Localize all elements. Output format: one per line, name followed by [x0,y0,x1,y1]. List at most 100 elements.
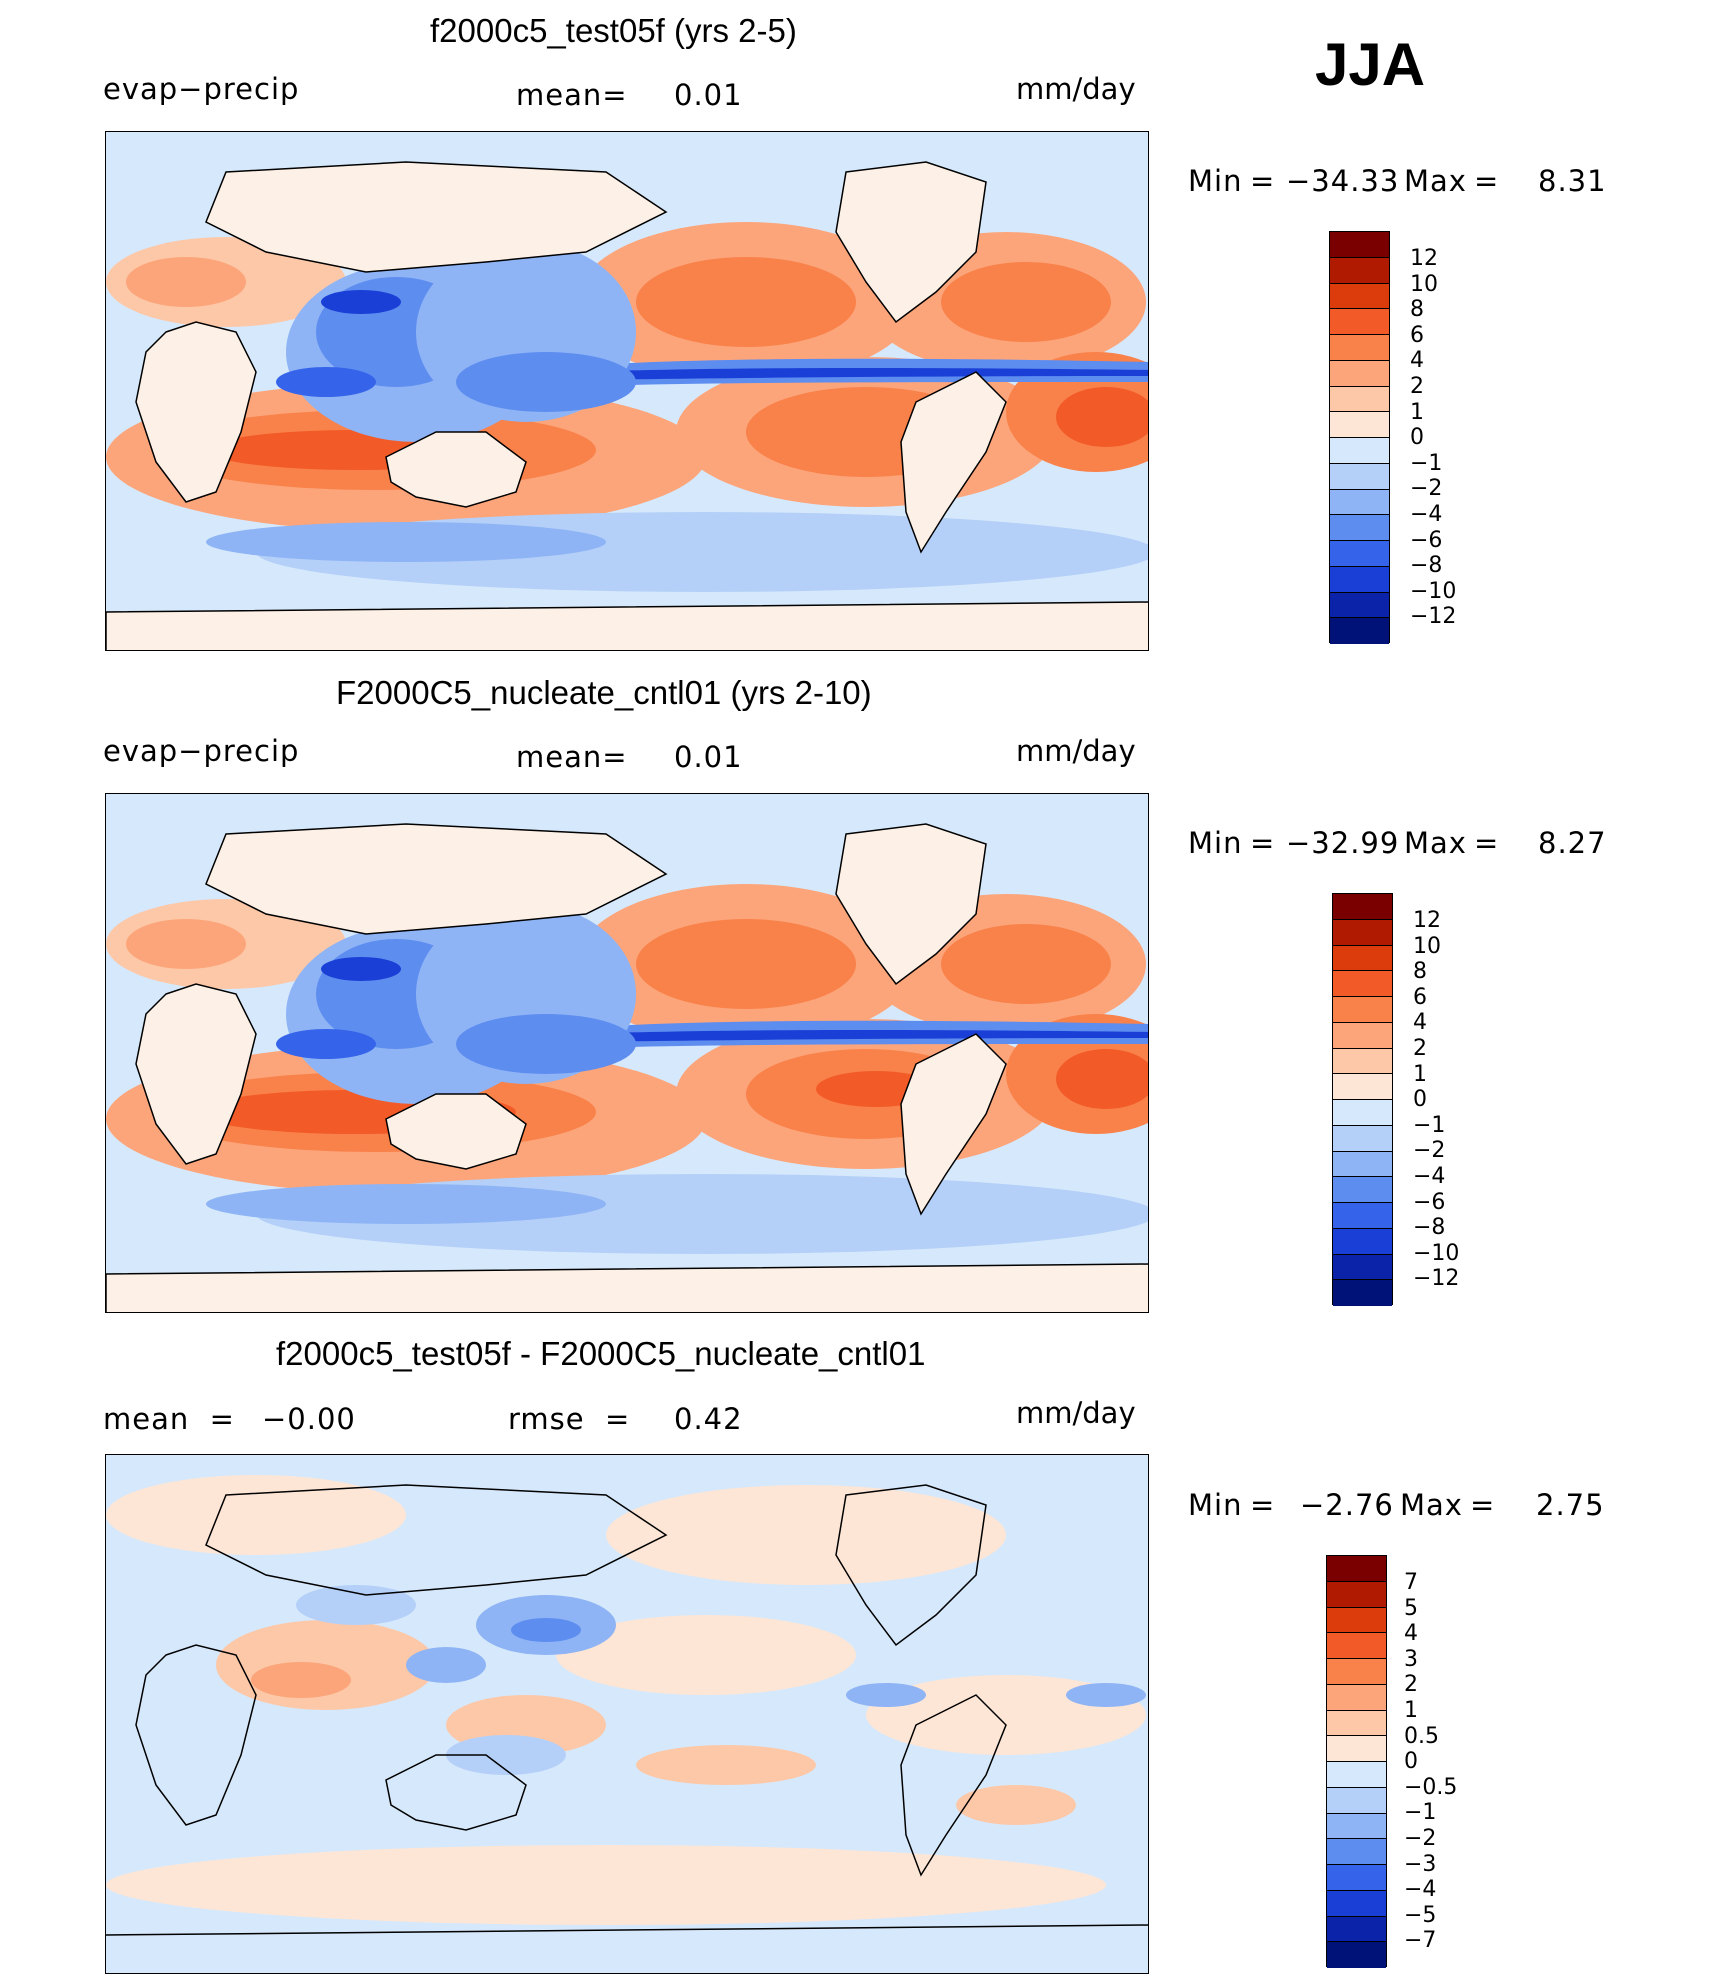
panel-3-colorbar-labels: 7 5 4 3 2 1 0.5 0 −0.5 −1 −2 −3 −4 −5 −7 [1404,1570,1457,1954]
colorbar-label: −4 [1413,1163,1446,1189]
panel-3-rmse-value: 0.42 [674,1402,743,1436]
panel-3-title: f2000c5_test05f - F2000C5_nucleate_cntl0… [276,1335,926,1372]
panel-1-mean-label: mean= [516,78,628,112]
colorbar-cell [1333,1280,1392,1306]
panel-2-max-value: 8.27 [1538,826,1607,860]
colorbar-cell [1327,1556,1386,1582]
panel-2-units: mm/day [1016,734,1136,768]
colorbar-cell [1333,1203,1392,1229]
colorbar-label: 0.5 [1404,1723,1439,1749]
panel-2-map [105,793,1149,1313]
panel-3-mean-label: mean = [103,1402,235,1436]
panel-1-min-label: Min [1188,164,1243,198]
colorbar-label: 6 [1413,984,1427,1010]
colorbar-cell [1327,1659,1386,1685]
colorbar-cell [1330,335,1389,361]
panel-1-units: mm/day [1016,72,1136,106]
colorbar-cell [1333,1074,1392,1100]
panel-1-variable-label: evap−precip [103,72,300,106]
panel-3-colorbar [1326,1555,1387,1968]
panel-2-colorbar [1332,893,1393,1306]
colorbar-cell [1327,1890,1386,1917]
colorbar-label: −12 [1413,1266,1460,1292]
colorbar-label: −4 [1410,501,1443,527]
panel-2-variable-label: evap−precip [103,734,300,768]
panel-2-mean-label: mean= [516,740,628,774]
colorbar-cell [1333,919,1392,946]
colorbar-cell [1330,489,1389,516]
colorbar-cell [1333,1151,1392,1178]
colorbar-cell [1330,541,1389,567]
colorbar-cell [1333,971,1392,997]
panel-2-max-eq: = [1474,826,1500,860]
colorbar-label: −2 [1413,1138,1446,1164]
colorbar-label: 0 [1410,425,1424,451]
colorbar-label: 5 [1404,1595,1418,1621]
colorbar-cell [1327,1762,1386,1788]
colorbar-label: −10 [1410,578,1457,604]
colorbar-label: 4 [1404,1621,1418,1647]
panel-1-colorbar [1329,231,1390,644]
colorbar-label: −6 [1413,1189,1446,1215]
panel-1-max-value: 8.31 [1538,164,1607,198]
colorbar-cell [1327,1710,1386,1737]
colorbar-label: 2 [1410,373,1424,399]
colorbar-cell [1333,997,1392,1023]
colorbar-label: −8 [1413,1215,1446,1241]
colorbar-cell [1327,1942,1386,1968]
panel-3-map [105,1454,1149,1974]
colorbar-label: −8 [1410,553,1443,579]
colorbar-label: 12 [1410,246,1438,271]
colorbar-label: 2 [1404,1672,1418,1698]
colorbar-label: 10 [1410,271,1438,297]
colorbar-label: −5 [1404,1902,1437,1928]
colorbar-cell [1333,1022,1392,1049]
colorbar-cell [1327,1607,1386,1634]
colorbar-cell [1330,257,1389,284]
colorbar-cell [1330,463,1389,490]
panel-2-max-label: Max [1404,826,1467,860]
panel-3-mean-value: −0.00 [262,1402,356,1436]
colorbar-cell [1327,1813,1386,1840]
panel-3-rmse-label: rmse = [508,1402,631,1436]
panel-3-max-label: Max [1400,1488,1463,1522]
colorbar-cell [1333,1100,1392,1126]
colorbar-label: 7 [1404,1570,1418,1595]
panel-2-map-svg [106,794,1148,1312]
colorbar-cell [1333,1228,1392,1255]
panel-1-max-label: Max [1404,164,1467,198]
colorbar-cell [1330,592,1389,619]
panel-3-min-eq: = [1250,1488,1276,1522]
colorbar-cell [1330,515,1389,541]
panel-3-min-value: −2.76 [1300,1488,1394,1522]
colorbar-cell [1330,283,1389,310]
panel-2-colorbar-labels: 12 10 8 6 4 2 1 0 −1 −2 −4 −6 −8 −10 −12 [1413,908,1459,1292]
panel-3-units: mm/day [1016,1396,1136,1430]
colorbar-label: 1 [1413,1061,1427,1087]
colorbar-label: −10 [1413,1240,1460,1266]
colorbar-label: 1 [1404,1697,1418,1723]
panel-3-max-value: 2.75 [1536,1488,1605,1522]
colorbar-cell [1330,232,1389,258]
colorbar-cell [1330,309,1389,335]
colorbar-label: 8 [1413,959,1427,985]
panel-1-colorbar-labels: 12 10 8 6 4 2 1 0 −1 −2 −4 −6 −8 −10 −12 [1410,246,1456,630]
colorbar-label: −2 [1410,476,1443,502]
colorbar-cell [1330,438,1389,464]
colorbar-label: −12 [1410,604,1457,630]
colorbar-cell [1327,1736,1386,1762]
colorbar-cell [1327,1839,1386,1865]
colorbar-label: 3 [1404,1646,1418,1672]
colorbar-cell [1333,1254,1392,1281]
panel-1-title: f2000c5_test05f (yrs 2-5) [430,12,797,49]
colorbar-label: −4 [1404,1877,1437,1903]
colorbar-label: −2 [1404,1825,1437,1851]
panel-3-max-eq: = [1470,1488,1496,1522]
colorbar-label: −1 [1410,450,1443,476]
colorbar-label: 0 [1413,1087,1427,1113]
colorbar-label: −7 [1404,1928,1437,1954]
colorbar-label: 1 [1410,399,1424,425]
colorbar-cell [1333,1177,1392,1203]
colorbar-cell [1330,618,1389,644]
colorbar-cell [1330,412,1389,438]
